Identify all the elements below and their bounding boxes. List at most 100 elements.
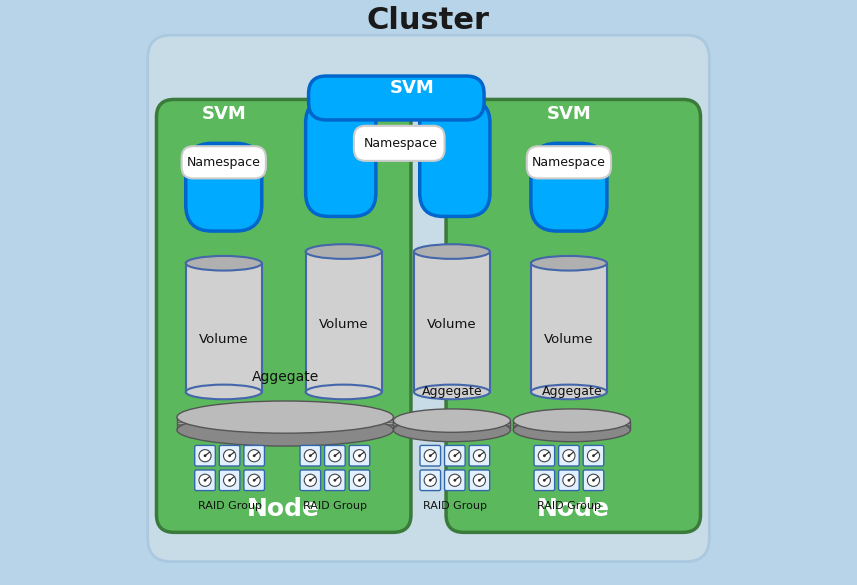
FancyBboxPatch shape — [583, 470, 604, 491]
Circle shape — [309, 479, 312, 481]
Circle shape — [563, 450, 575, 462]
Circle shape — [453, 455, 456, 457]
Ellipse shape — [186, 256, 261, 270]
Text: Namespace: Namespace — [363, 137, 438, 150]
Circle shape — [358, 479, 361, 481]
Circle shape — [478, 455, 481, 457]
FancyBboxPatch shape — [306, 99, 376, 216]
Circle shape — [329, 450, 341, 462]
FancyBboxPatch shape — [157, 99, 411, 532]
Circle shape — [453, 479, 456, 481]
Text: RAID Group: RAID Group — [198, 501, 261, 511]
Ellipse shape — [177, 401, 393, 433]
Circle shape — [567, 455, 570, 457]
FancyBboxPatch shape — [325, 445, 345, 466]
FancyBboxPatch shape — [446, 99, 700, 532]
Circle shape — [478, 479, 481, 481]
FancyBboxPatch shape — [147, 35, 710, 562]
Circle shape — [473, 474, 485, 486]
FancyBboxPatch shape — [469, 445, 489, 466]
Circle shape — [224, 474, 236, 486]
FancyBboxPatch shape — [309, 76, 484, 120]
Ellipse shape — [414, 244, 490, 259]
Circle shape — [204, 479, 207, 481]
Circle shape — [309, 455, 312, 457]
FancyBboxPatch shape — [583, 445, 604, 466]
FancyBboxPatch shape — [349, 470, 369, 491]
Circle shape — [538, 474, 550, 486]
FancyBboxPatch shape — [349, 445, 369, 466]
Circle shape — [333, 479, 336, 481]
Ellipse shape — [186, 385, 261, 400]
Ellipse shape — [177, 414, 393, 446]
FancyBboxPatch shape — [527, 146, 611, 178]
Circle shape — [543, 479, 546, 481]
Text: SVM: SVM — [390, 79, 434, 97]
Circle shape — [538, 450, 550, 462]
Text: Namespace: Namespace — [532, 156, 606, 169]
Circle shape — [333, 455, 336, 457]
FancyBboxPatch shape — [559, 470, 579, 491]
Ellipse shape — [393, 418, 511, 442]
Ellipse shape — [393, 409, 511, 432]
Text: Namespace: Namespace — [187, 156, 261, 169]
FancyBboxPatch shape — [354, 126, 445, 161]
Polygon shape — [177, 417, 393, 430]
FancyBboxPatch shape — [300, 445, 321, 466]
Circle shape — [424, 450, 436, 462]
Text: Volume: Volume — [544, 333, 594, 346]
Text: Node: Node — [536, 497, 610, 521]
Circle shape — [329, 474, 341, 486]
Text: RAID Group: RAID Group — [536, 501, 601, 511]
Circle shape — [428, 479, 432, 481]
Circle shape — [592, 479, 595, 481]
Ellipse shape — [530, 256, 607, 270]
Ellipse shape — [530, 385, 607, 400]
Text: Volume: Volume — [199, 333, 249, 346]
FancyBboxPatch shape — [195, 445, 215, 466]
Circle shape — [253, 479, 255, 481]
Polygon shape — [393, 421, 511, 430]
Text: Node: Node — [247, 497, 321, 521]
Ellipse shape — [306, 244, 381, 259]
Circle shape — [228, 455, 231, 457]
Circle shape — [473, 450, 485, 462]
Circle shape — [543, 455, 546, 457]
Circle shape — [304, 450, 316, 462]
Ellipse shape — [306, 385, 381, 400]
FancyBboxPatch shape — [244, 445, 265, 466]
Circle shape — [204, 455, 207, 457]
FancyBboxPatch shape — [445, 445, 465, 466]
FancyBboxPatch shape — [534, 445, 554, 466]
Ellipse shape — [513, 409, 631, 432]
Text: Cluster: Cluster — [367, 6, 490, 35]
Circle shape — [353, 474, 366, 486]
Polygon shape — [186, 263, 261, 392]
FancyBboxPatch shape — [219, 445, 240, 466]
Circle shape — [592, 455, 595, 457]
Text: Volume: Volume — [319, 318, 369, 331]
FancyBboxPatch shape — [469, 470, 489, 491]
Text: Aggegate: Aggegate — [422, 386, 482, 398]
FancyBboxPatch shape — [186, 143, 261, 231]
FancyBboxPatch shape — [420, 470, 440, 491]
FancyBboxPatch shape — [182, 146, 266, 178]
Text: Aggegate: Aggegate — [542, 386, 602, 398]
FancyBboxPatch shape — [559, 445, 579, 466]
FancyBboxPatch shape — [325, 470, 345, 491]
FancyBboxPatch shape — [300, 470, 321, 491]
Text: RAID Group: RAID Group — [303, 501, 367, 511]
Circle shape — [587, 450, 600, 462]
Ellipse shape — [414, 385, 490, 400]
Circle shape — [228, 479, 231, 481]
Circle shape — [587, 474, 600, 486]
Circle shape — [358, 455, 361, 457]
Polygon shape — [306, 252, 381, 392]
FancyBboxPatch shape — [219, 470, 240, 491]
Polygon shape — [513, 421, 631, 430]
FancyBboxPatch shape — [534, 470, 554, 491]
Circle shape — [253, 455, 255, 457]
Circle shape — [449, 474, 461, 486]
Text: SVM: SVM — [201, 105, 246, 123]
Circle shape — [424, 474, 436, 486]
